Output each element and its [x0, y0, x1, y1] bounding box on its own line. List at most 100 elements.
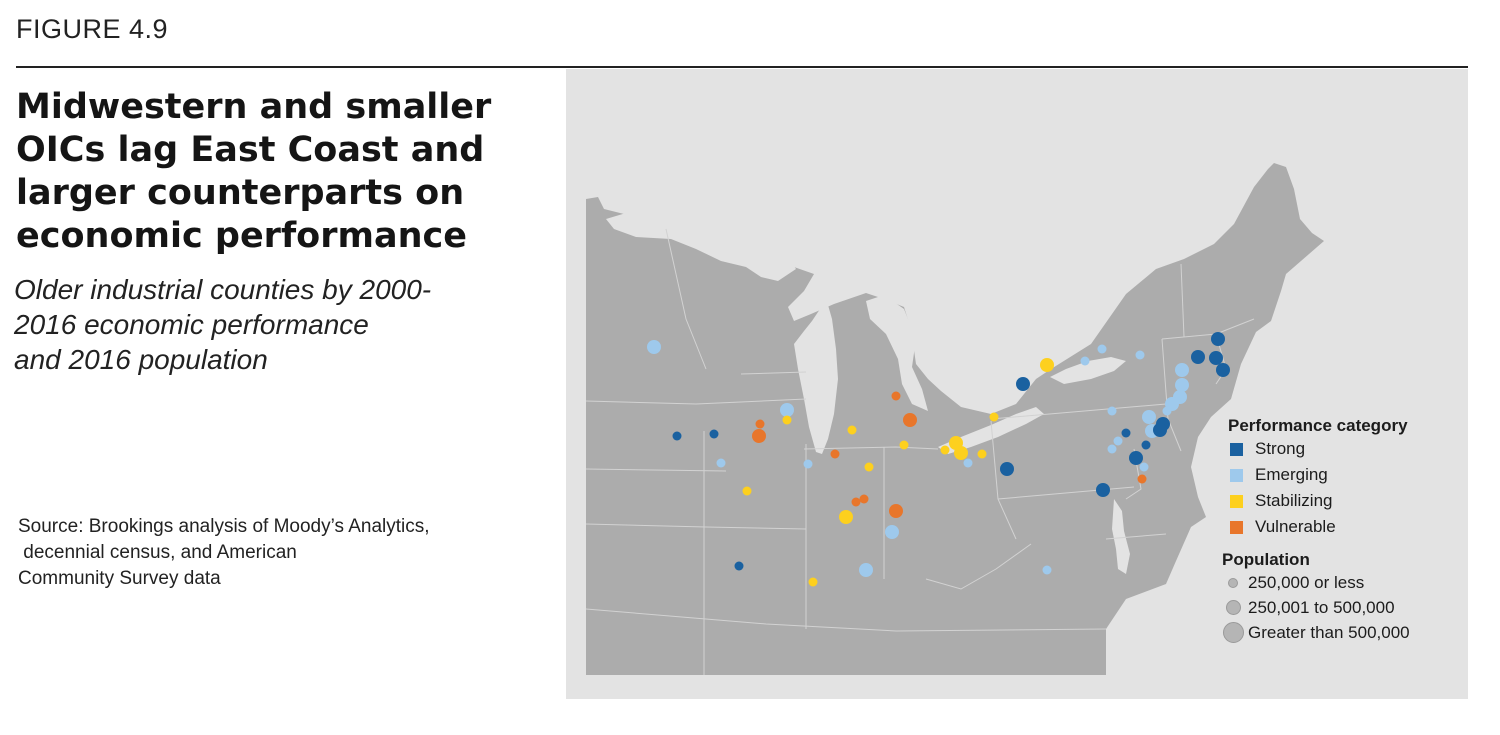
- county-point-vulnerable: [752, 429, 766, 443]
- county-point-vulnerable: [1137, 474, 1147, 484]
- legend-item-pop-small: 250,000 or less: [1222, 570, 1462, 595]
- small-circle-icon: [1228, 577, 1238, 588]
- lake-superior: [606, 207, 796, 281]
- county-point-strong: [1096, 483, 1110, 497]
- county-point-strong: [1129, 451, 1143, 465]
- county-point-emerging: [1097, 344, 1107, 354]
- county-point-stabilizing: [989, 412, 999, 422]
- subtitle-line: 2016 economic performance: [14, 309, 369, 340]
- county-point-emerging: [1139, 462, 1149, 472]
- county-point-emerging: [647, 340, 661, 354]
- county-point-strong: [734, 561, 744, 571]
- county-point-emerging: [1042, 565, 1052, 575]
- county-point-vulnerable: [755, 419, 765, 429]
- source-line: Source: Brookings analysis of Moody’s An…: [18, 516, 430, 537]
- county-point-vulnerable: [903, 413, 917, 427]
- county-points: [647, 332, 1230, 587]
- legend-label: Vulnerable: [1255, 517, 1336, 536]
- county-point-strong: [1000, 462, 1014, 476]
- legend-item-strong: Strong: [1230, 436, 1462, 462]
- legend: Performance category Strong Emerging Sta…: [1222, 416, 1462, 645]
- county-point-emerging: [780, 403, 794, 417]
- legend-label: Strong: [1255, 439, 1306, 458]
- map-panel: [566, 69, 1468, 699]
- legend-label: 250,001 to 500,000: [1248, 597, 1395, 617]
- county-point-strong: [1121, 428, 1131, 438]
- figure-subtitle: Older industrial counties by 2000- 2016 …: [14, 272, 534, 377]
- county-point-vulnerable: [889, 504, 903, 518]
- county-point-stabilizing: [1040, 358, 1054, 372]
- legend-label: Emerging: [1255, 465, 1328, 484]
- county-point-strong: [1191, 350, 1205, 364]
- lake-michigan: [794, 305, 838, 454]
- stabilizing-swatch: [1230, 494, 1243, 508]
- county-point-emerging: [1162, 406, 1172, 416]
- county-point-vulnerable: [851, 497, 861, 507]
- county-point-stabilizing: [977, 449, 987, 459]
- county-point-emerging: [885, 525, 899, 539]
- county-point-strong: [1153, 423, 1167, 437]
- large-circle-icon: [1222, 622, 1244, 643]
- emerging-swatch: [1230, 468, 1243, 482]
- legend-item-pop-medium: 250,001 to 500,000: [1222, 595, 1462, 620]
- county-point-stabilizing: [808, 577, 818, 587]
- lake-ontario: [1050, 357, 1126, 384]
- lake-huron: [866, 295, 928, 411]
- county-point-emerging: [1142, 410, 1156, 424]
- population-heading: Population: [1222, 550, 1310, 569]
- land-mass: [586, 163, 1324, 675]
- county-point-stabilizing: [864, 462, 874, 472]
- county-point-strong: [1211, 332, 1225, 346]
- county-point-stabilizing: [742, 486, 752, 496]
- legend-item-pop-large: Greater than 500,000: [1222, 620, 1462, 645]
- state-borders: [585, 228, 1255, 675]
- map-svg: [585, 163, 1324, 675]
- county-point-emerging: [1107, 444, 1117, 454]
- figure-title: Midwestern and smaller OICs lag East Coa…: [16, 87, 492, 256]
- county-point-emerging: [1113, 436, 1123, 446]
- county-point-strong: [1209, 351, 1223, 365]
- figure-label: FIGURE 4.9: [16, 14, 169, 44]
- county-point-emerging: [963, 458, 973, 468]
- county-point-strong: [672, 431, 682, 441]
- county-point-emerging: [716, 458, 726, 468]
- chesapeake-bay: [1112, 499, 1130, 574]
- county-point-vulnerable: [891, 391, 901, 401]
- medium-circle-icon: [1225, 600, 1241, 615]
- county-point-vulnerable: [859, 494, 869, 504]
- county-point-vulnerable: [830, 449, 840, 459]
- source-line: Community Survey data: [18, 568, 221, 589]
- county-point-emerging: [1107, 406, 1117, 416]
- legend-item-emerging: Emerging: [1230, 462, 1462, 488]
- county-point-strong: [1216, 363, 1230, 377]
- legend-label: Stabilizing: [1255, 491, 1333, 510]
- county-point-emerging: [1175, 378, 1189, 392]
- source-line: decennial census, and American: [18, 542, 297, 563]
- legend-item-vulnerable: Vulnerable: [1230, 514, 1462, 540]
- county-point-stabilizing: [782, 415, 792, 425]
- county-point-emerging: [1175, 363, 1189, 377]
- county-point-stabilizing: [954, 446, 968, 460]
- county-point-stabilizing: [847, 425, 857, 435]
- county-point-stabilizing: [899, 440, 909, 450]
- lake-erie: [938, 407, 1044, 454]
- county-point-strong: [709, 429, 719, 439]
- county-point-emerging: [803, 459, 813, 469]
- subtitle-line: and 2016 population: [14, 344, 268, 375]
- county-point-strong: [1016, 377, 1030, 391]
- county-point-stabilizing: [839, 510, 853, 524]
- county-point-strong: [1141, 440, 1151, 450]
- performance-heading: Performance category: [1228, 416, 1408, 435]
- county-point-emerging: [1135, 350, 1145, 360]
- header-rule: [16, 66, 1468, 68]
- county-point-emerging: [1080, 356, 1090, 366]
- legend-label: 250,000 or less: [1248, 572, 1365, 592]
- county-point-stabilizing: [940, 445, 950, 455]
- vulnerable-swatch: [1230, 520, 1243, 534]
- legend-label: Greater than 500,000: [1248, 622, 1410, 642]
- subtitle-line: Older industrial counties by 2000-: [14, 274, 432, 305]
- strong-swatch: [1230, 442, 1243, 456]
- county-point-emerging: [859, 563, 873, 577]
- source-note: Source: Brookings analysis of Moody’s An…: [18, 514, 538, 592]
- legend-item-stabilizing: Stabilizing: [1230, 488, 1462, 514]
